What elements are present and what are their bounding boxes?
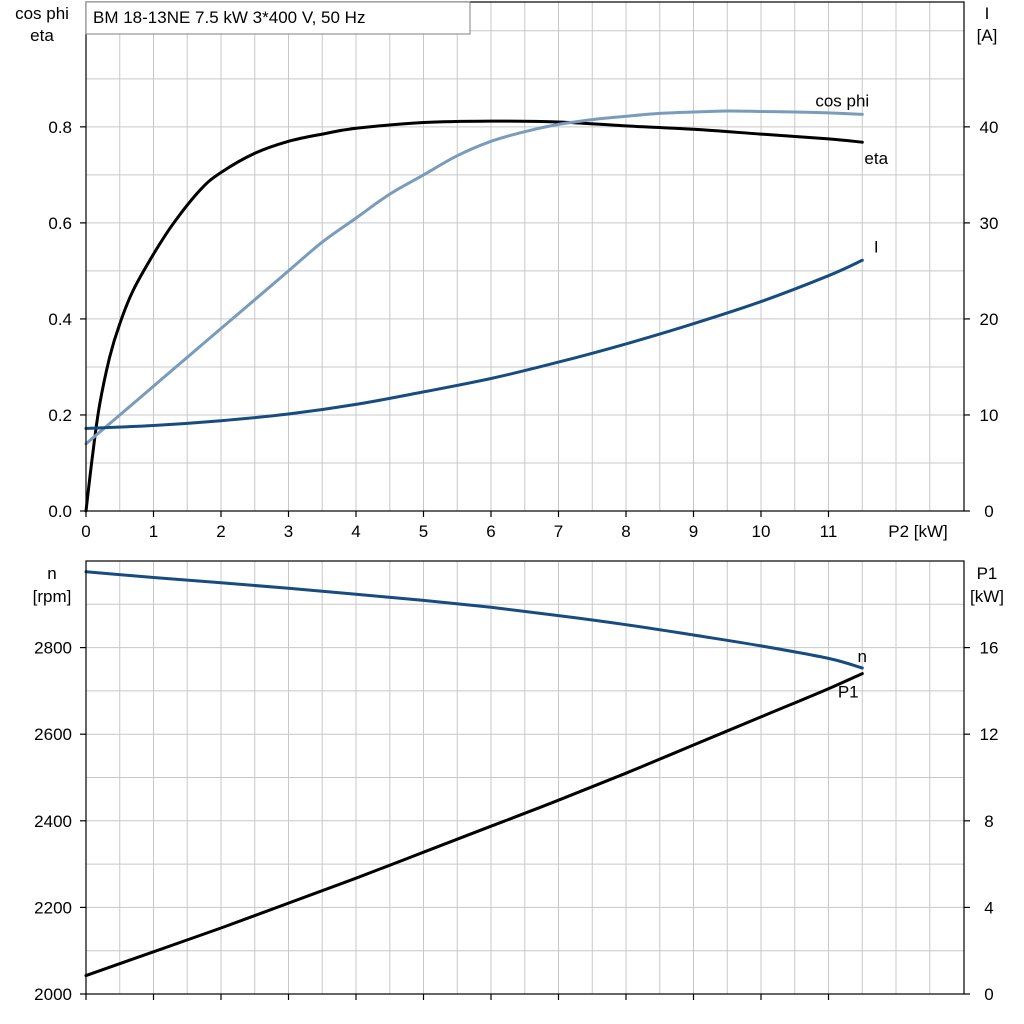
x-tick-label: 8 [621,522,630,541]
x-tick-label: 7 [554,522,563,541]
x-tick-label: 1 [149,522,158,541]
y-right-tick-label: 4 [984,898,993,917]
series-i-label: I [874,237,879,256]
bottom-panel: 2000 2200 2400 2600 2800 0 4 8 12 16 n [rpm] P1 [kW]… [33,560,1004,1004]
y-right-tick-label: 40 [980,118,999,137]
y-right-tick-label: 12 [980,725,999,744]
bottom-labels: n [rpm] P1 [kW] n P1 [33,564,1004,702]
x-axis-label: P2 [kW] [888,522,948,541]
series-p1-label: P1 [838,683,859,702]
top-ticks: 0.0 0.2 0.4 0.6 0.8 0 10 20 30 40 0 1 2 3 4 5 6 7 8 9 10 11 [48,118,998,541]
x-tick-label: 10 [752,522,771,541]
series-i-line [84,258,864,430]
series-eta-line [84,119,864,513]
bottom-ticks: 2000 2200 2400 2600 2800 0 4 8 12 16 [34,639,998,1004]
bottom-grid [86,561,964,994]
y-left-tick-label: 0.4 [48,310,72,329]
y-right-tick-label: 16 [980,639,999,658]
y-left-tick-label: 0.2 [48,406,72,425]
x-tick-label: 3 [284,522,293,541]
series-p1-line [84,672,864,978]
y-right-axis-title: [A] [977,26,998,45]
y-right-tick-label: 8 [984,812,993,831]
y-left-tick-label: 2000 [34,985,72,1004]
x-tick-label: 6 [486,522,495,541]
bottom-curves [84,570,864,978]
bottom-plot-frame [85,560,965,995]
y-right-tick-label: 10 [980,406,999,425]
y-left-tick-label: 0.8 [48,118,72,137]
top-plot-frame [85,1,965,512]
series-n-line [84,570,864,670]
y-left-tick-label: 0.0 [48,502,72,521]
x-tick-label: 2 [216,522,225,541]
y-left-axis-title: [rpm] [33,587,72,606]
y-left-tick-label: 2600 [34,725,72,744]
y-right-axis-title: P1 [977,564,998,583]
title-text: BM 18-13NE 7.5 kW 3*400 V, 50 Hz [93,8,365,27]
y-right-tick-label: 0 [984,985,993,1004]
y-left-tick-label: 0.6 [48,214,72,233]
y-right-tick-label: 0 [984,502,993,521]
x-tick-label: 11 [820,522,838,541]
y-left-axis-title: cos phi [15,4,69,23]
title-box: BM 18-13NE 7.5 kW 3*400 V, 50 Hz [85,1,471,35]
y-left-tick-label: 2200 [34,898,72,917]
x-tick-label: 5 [419,522,428,541]
x-tick-label: 9 [689,522,698,541]
y-right-tick-label: 20 [980,310,999,329]
top-grid [86,2,964,511]
y-left-axis-title: n [47,564,56,583]
series-cos-phi-line [84,109,864,446]
series-cos-phi-label: cos phi [815,91,869,110]
y-right-axis-title: [kW] [970,587,1004,606]
y-left-tick-label: 2400 [34,812,72,831]
y-left-tick-label: 2800 [34,639,72,658]
y-right-tick-label: 30 [980,214,999,233]
series-n-label: n [858,647,867,666]
top-curves [84,109,864,513]
series-eta-label: eta [864,149,888,168]
y-right-axis-title: I [985,4,990,23]
x-tick-label: 0 [81,522,90,541]
top-panel: 0.0 0.2 0.4 0.6 0.8 0 10 20 30 40 0 1 2 3 4 5 6 7 8 9 10 11 P… [15,1,998,541]
top-labels: P2 [kW] cos phi eta I [A] eta cos phi I [15,4,997,541]
y-left-axis-title: eta [30,26,54,45]
x-tick-label: 4 [351,522,360,541]
